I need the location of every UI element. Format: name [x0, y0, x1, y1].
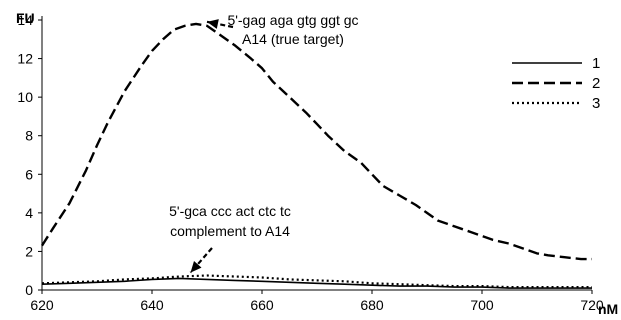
annotation-2-arrowhead: [190, 261, 202, 273]
legend-label-3: 3: [592, 95, 600, 112]
y-tick-label: 6: [25, 166, 33, 182]
y-tick-label: 4: [25, 205, 33, 221]
legend-label-2: 2: [592, 75, 600, 92]
annotation-1-arrowhead: [207, 19, 219, 29]
y-axis-title: FU: [16, 10, 35, 26]
series-line-1: [41, 277, 592, 289]
x-tick-label: 620: [30, 297, 54, 313]
series-line-3: [41, 274, 592, 289]
y-tick-label: 0: [25, 282, 33, 298]
y-tick-label: 2: [25, 243, 33, 259]
x-tick-label: 720: [580, 297, 604, 313]
y-tick-label: 10: [17, 89, 33, 105]
annotation-1-arrow-line: [206, 20, 234, 29]
x-tick-label: 700: [470, 297, 494, 313]
annotation-2-line-1: 5'-gca ccc act ctc tc: [169, 203, 291, 219]
annotation-1-line-2: A14 (true target): [242, 31, 344, 47]
x-tick-label: 640: [140, 297, 164, 313]
annotation-2-line-2: complement to A14: [170, 223, 290, 239]
x-axis-title: nM: [598, 301, 618, 317]
x-tick-label: 660: [250, 297, 274, 313]
y-tick-label: 8: [25, 128, 33, 144]
series-line-2: [40, 22, 592, 261]
y-tick-label: 14: [17, 12, 33, 28]
x-tick-label: 680: [360, 297, 384, 313]
y-tick-label: 12: [17, 51, 33, 67]
annotation-1-line-1: 5'-gag aga gtg ggt gc: [227, 12, 358, 28]
legend-label-1: 1: [592, 55, 600, 72]
